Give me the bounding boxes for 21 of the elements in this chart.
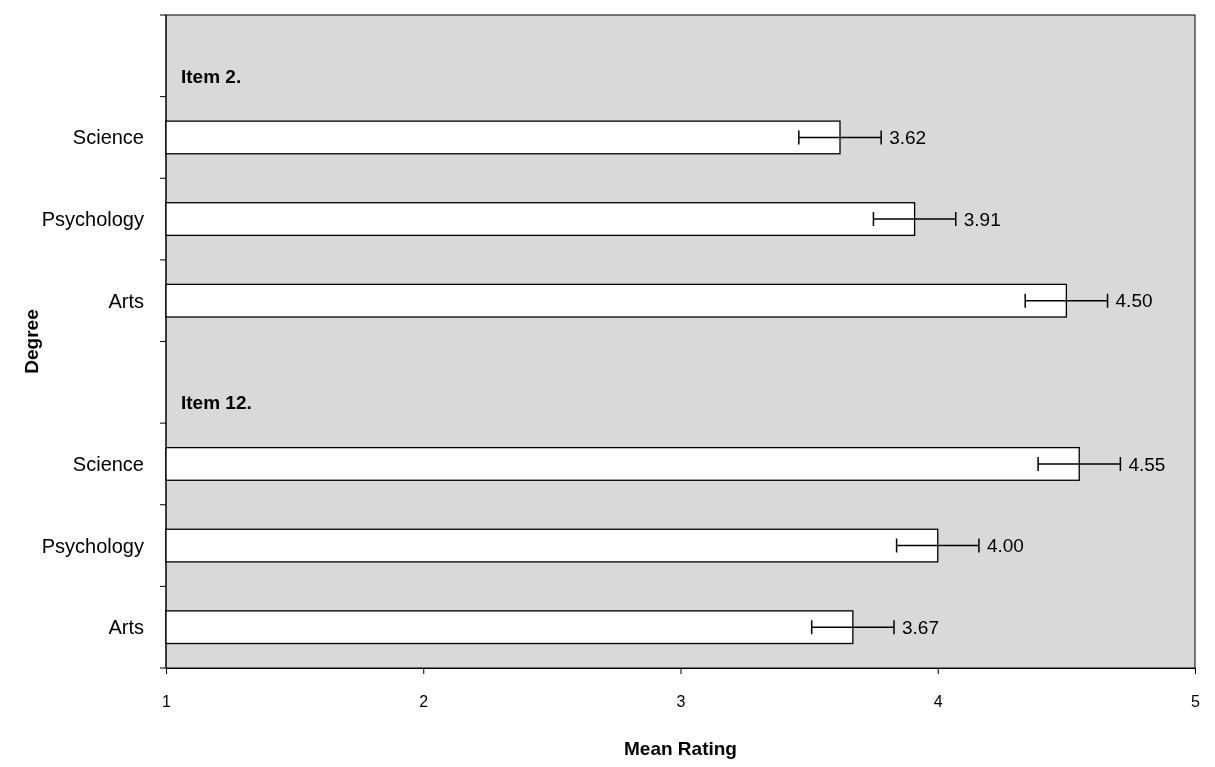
y-tick-label: Psychology (41, 534, 144, 557)
y-tick-label: Science (72, 452, 144, 475)
x-tick-label: 2 (419, 693, 429, 711)
data-label: 4.50 (1115, 290, 1153, 312)
data-label: 3.67 (902, 616, 939, 638)
x-tick-label: 3 (676, 693, 686, 711)
y-tick-label: Science (72, 126, 144, 149)
data-label: 4.55 (1128, 453, 1166, 475)
annotation: Item 12. (181, 392, 252, 414)
y-tick-label: Arts (108, 616, 144, 639)
data-label: 4.00 (986, 535, 1024, 557)
x-tick-label: 1 (162, 693, 172, 711)
x-tick-label: 5 (1191, 693, 1201, 711)
y-tick-label: Psychology (41, 208, 144, 231)
data-label: 3.91 (963, 208, 1001, 230)
y-tick-label: Arts (108, 289, 144, 312)
x-axis-title: Mean Rating (624, 738, 737, 759)
annotation: Item 2. (181, 65, 242, 87)
data-label: 3.62 (889, 127, 927, 149)
y-axis-title: Degree (21, 309, 42, 374)
x-tick-label: 4 (933, 693, 943, 711)
